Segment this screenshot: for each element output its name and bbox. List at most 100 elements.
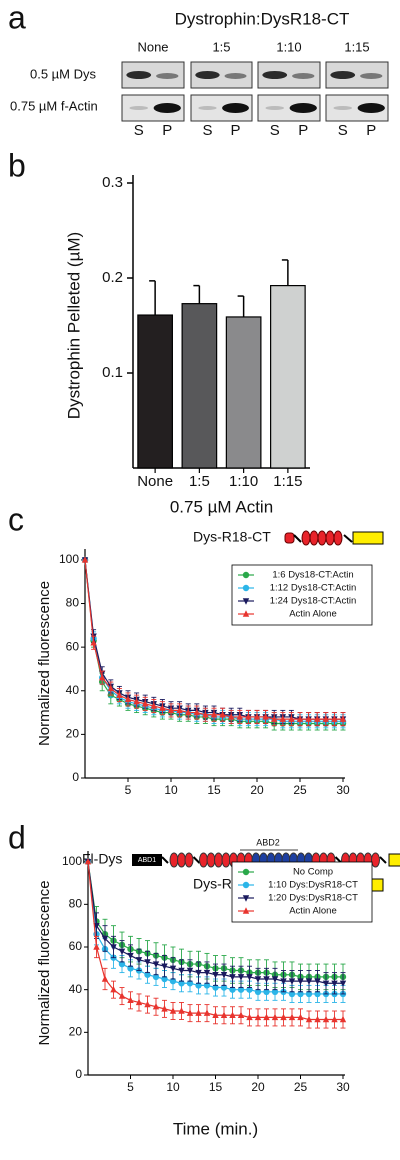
data-point bbox=[229, 986, 236, 993]
x-tick-label: 25 bbox=[294, 1080, 308, 1094]
data-point bbox=[271, 1013, 279, 1021]
lane-label: S bbox=[270, 122, 280, 139]
data-point bbox=[279, 715, 286, 722]
data-point bbox=[263, 1013, 270, 1021]
data-point bbox=[161, 1005, 168, 1012]
y-axis-title: Dystrophin Pelleted (µM) bbox=[64, 232, 83, 419]
data-point bbox=[219, 711, 226, 718]
data-point bbox=[101, 975, 109, 982]
data-point bbox=[203, 1009, 211, 1016]
data-point bbox=[152, 1003, 160, 1010]
bar bbox=[137, 314, 173, 469]
data-point bbox=[263, 976, 270, 983]
data-point bbox=[297, 990, 304, 998]
data-point bbox=[178, 967, 185, 975]
data-point bbox=[203, 969, 211, 977]
x-tick-label: 20 bbox=[250, 783, 264, 797]
x-tick-label: 15 bbox=[209, 1080, 223, 1094]
gel-row-label: 0.75 µM f-Actin bbox=[10, 98, 98, 113]
data-point bbox=[93, 943, 100, 950]
data-point bbox=[169, 977, 177, 985]
panel-label: d bbox=[8, 819, 26, 855]
data-point bbox=[280, 978, 287, 985]
lane-label: S bbox=[202, 122, 212, 139]
linker bbox=[161, 856, 169, 864]
spectrin-repeat bbox=[214, 852, 223, 868]
data-point bbox=[127, 952, 134, 960]
data-point bbox=[202, 711, 209, 718]
lane-label: P bbox=[162, 122, 172, 139]
data-point bbox=[142, 700, 149, 707]
x-tick-label: 25 bbox=[293, 783, 307, 797]
y-tick-label: 60 bbox=[66, 639, 80, 653]
data-point bbox=[212, 1011, 219, 1018]
panel-label: a bbox=[8, 0, 26, 35]
data-point bbox=[203, 982, 211, 989]
y-tick-label: 100 bbox=[59, 552, 79, 566]
data-point bbox=[150, 702, 157, 709]
y-tick-label: 0.2 bbox=[102, 269, 123, 286]
data-point bbox=[229, 1011, 236, 1018]
data-point bbox=[212, 984, 219, 991]
data-point bbox=[262, 713, 269, 720]
data-point bbox=[195, 969, 202, 977]
data-point bbox=[305, 1015, 313, 1023]
spectrin-repeat bbox=[309, 530, 319, 546]
x-tick-label: 20 bbox=[251, 1080, 265, 1094]
data-point bbox=[237, 974, 245, 981]
gel-band bbox=[222, 103, 249, 113]
bar bbox=[225, 316, 262, 469]
data-point bbox=[322, 715, 329, 722]
data-point bbox=[161, 975, 168, 983]
data-point bbox=[271, 988, 279, 995]
data-point bbox=[288, 1013, 296, 1021]
data-point bbox=[101, 935, 109, 943]
linker bbox=[192, 856, 201, 864]
data-point bbox=[305, 978, 313, 985]
data-point bbox=[339, 1015, 347, 1023]
data-point bbox=[212, 972, 219, 979]
y-tick-label: 0 bbox=[72, 770, 79, 784]
data-point bbox=[124, 695, 132, 703]
data-point bbox=[93, 922, 100, 930]
x-tick-label: 1:15 bbox=[273, 473, 302, 490]
gel-band bbox=[129, 106, 149, 110]
bar bbox=[181, 303, 218, 469]
legend-box bbox=[231, 564, 373, 626]
data-point bbox=[210, 711, 218, 718]
gel-row-label: 0.5 µM Dys bbox=[30, 66, 97, 81]
gel-band bbox=[262, 71, 288, 79]
x-tick-label: None bbox=[137, 473, 173, 490]
data-point bbox=[242, 610, 250, 617]
spectrin-repeat bbox=[169, 852, 179, 868]
lane-label: P bbox=[366, 122, 376, 139]
gel-column-label: None bbox=[137, 39, 168, 54]
spectrin-repeat bbox=[333, 530, 343, 546]
lane-label: S bbox=[134, 122, 144, 139]
x-axis-title: Time (min.) bbox=[173, 1119, 258, 1138]
data-point bbox=[280, 1013, 287, 1021]
lane-label: P bbox=[298, 122, 308, 139]
x-tick-label: 30 bbox=[336, 1080, 350, 1094]
construct-diagram: Dys-R18-CT bbox=[193, 529, 384, 546]
data-point bbox=[220, 972, 228, 979]
legend-label: Actin Alone bbox=[289, 609, 337, 620]
data-point bbox=[242, 584, 250, 592]
panel-label: b bbox=[8, 147, 26, 183]
x-tick-label: 1:10 bbox=[229, 473, 258, 490]
legend-label: Actin Alone bbox=[289, 906, 337, 917]
data-point bbox=[254, 988, 262, 995]
y-tick-label: 0.1 bbox=[102, 364, 123, 381]
data-point bbox=[195, 982, 202, 989]
x-tick-label: 15 bbox=[207, 783, 221, 797]
data-point bbox=[305, 715, 312, 722]
ct-domain bbox=[352, 531, 384, 545]
data-point bbox=[90, 639, 97, 646]
data-point bbox=[242, 895, 250, 902]
y-tick-label: 100 bbox=[62, 854, 82, 868]
data-point bbox=[186, 967, 194, 975]
legend-label: 1:20 Dys:DysR18-CT bbox=[268, 893, 358, 904]
spectrin-repeat bbox=[371, 852, 380, 868]
data-point bbox=[107, 684, 114, 692]
